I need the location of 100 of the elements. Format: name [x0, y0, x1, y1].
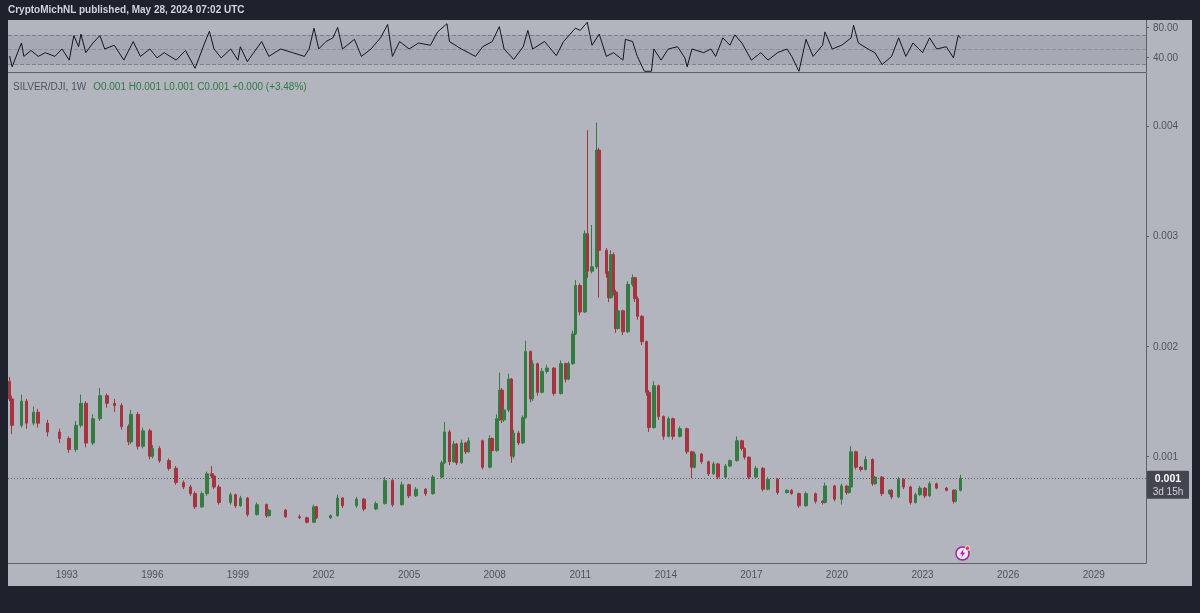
candlestick	[267, 508, 271, 518]
annotation: O0.001 H0.001 L0.001 C0.001 +0.000 (+3.48%)	[93, 80, 307, 92]
candlestick	[578, 282, 582, 316]
x-tick-label: 2008	[483, 568, 507, 580]
candlestick	[391, 478, 394, 508]
candlestick	[804, 490, 808, 508]
x-tick-label: 1993	[55, 568, 79, 580]
y-tick-label: 0.004	[1153, 120, 1179, 132]
x-tick-label: 1999	[226, 568, 250, 580]
candlestick	[517, 430, 520, 446]
x-tick-label: 1996	[141, 568, 164, 580]
candlestick	[712, 461, 715, 476]
candlestick	[766, 476, 770, 491]
x-tick-label: 2011	[569, 568, 592, 580]
candlestick	[928, 481, 931, 498]
candlestick	[671, 417, 675, 441]
candlestick	[20, 394, 23, 429]
candlestick	[424, 487, 427, 497]
candlestick	[621, 309, 625, 336]
y-tick-label: 0.002	[1153, 340, 1179, 352]
candlestick	[833, 484, 836, 502]
candlestick	[460, 439, 463, 465]
candlestick	[167, 457, 171, 472]
candlestick	[754, 465, 758, 479]
candlestick	[455, 442, 458, 466]
candlestick	[113, 398, 116, 413]
candlestick	[716, 462, 720, 480]
x-tick-label: 2023	[911, 568, 935, 580]
x-tick-label: 2005	[398, 568, 421, 580]
candlestick	[158, 445, 161, 464]
candlestick	[761, 466, 765, 492]
candlestick	[374, 500, 378, 511]
candlestick	[785, 488, 789, 495]
candlestick	[797, 492, 801, 509]
candlestick	[823, 482, 827, 505]
candlestick	[700, 452, 703, 465]
candlestick	[174, 465, 178, 486]
candlestick	[234, 493, 237, 509]
x-tick-label: 2002	[312, 568, 336, 580]
candlestick	[46, 419, 49, 437]
x-tick-label: 2014	[654, 568, 678, 580]
candlestick	[945, 486, 948, 492]
candlestick	[880, 475, 884, 497]
candlestick	[707, 460, 710, 477]
candlestick	[148, 428, 152, 460]
candlestick	[814, 492, 817, 505]
y-tick-label: 40.00	[1153, 51, 1179, 63]
candlestick	[552, 366, 556, 397]
x-tick-label: 2020	[825, 568, 849, 580]
y-tick-label: 0.003	[1153, 230, 1179, 242]
candlestick	[840, 483, 843, 506]
x-tick-label: 2017	[740, 568, 763, 580]
candlestick	[362, 497, 366, 512]
candlestick	[790, 488, 793, 496]
candlestick	[98, 387, 102, 422]
candlestick	[407, 483, 411, 499]
candlestick	[897, 476, 900, 499]
text: SILVER/DJI, 1W	[13, 80, 87, 92]
candlestick	[467, 436, 470, 454]
candlestick	[25, 398, 28, 430]
candlestick	[586, 129, 589, 279]
candlestick	[735, 435, 739, 463]
candlestick	[902, 477, 905, 490]
candlestick	[821, 499, 824, 506]
candlestick	[329, 514, 332, 520]
x-tick-label: 2029	[1082, 568, 1106, 580]
candlestick	[959, 474, 962, 492]
candlestick	[341, 496, 344, 509]
text: CryptoMichNL published, May 28, 2024 07:02 UTC	[8, 4, 245, 16]
candlestick	[229, 492, 232, 506]
candlestick	[84, 400, 88, 448]
candlestick	[559, 359, 563, 396]
y-tick-label: 80.00	[1153, 21, 1179, 33]
candlestick	[36, 408, 40, 429]
candlestick	[871, 457, 874, 487]
candlestick	[32, 406, 35, 426]
candlestick	[864, 455, 867, 472]
candlestick	[776, 477, 779, 496]
candlestick	[246, 496, 249, 518]
candlestick	[315, 505, 318, 520]
candlestick	[909, 485, 912, 506]
candlestick	[678, 425, 682, 438]
candlestick	[935, 482, 938, 490]
candlestick	[105, 392, 109, 409]
y-tick-label: 0.001	[1153, 450, 1179, 462]
candlestick	[141, 427, 145, 449]
candlestick	[239, 495, 242, 508]
candlestick	[652, 380, 656, 430]
candlestick	[667, 416, 670, 438]
candlestick	[298, 514, 301, 520]
candlestick	[58, 428, 61, 444]
candlestick	[662, 414, 665, 441]
x-tick-label: 2026	[997, 568, 1020, 580]
candlestick	[151, 444, 154, 459]
candlestick	[400, 481, 404, 507]
candlestick	[481, 439, 484, 470]
candlestick	[431, 474, 435, 496]
candlestick	[693, 451, 696, 469]
candlestick	[414, 486, 418, 498]
candlestick	[448, 429, 451, 466]
